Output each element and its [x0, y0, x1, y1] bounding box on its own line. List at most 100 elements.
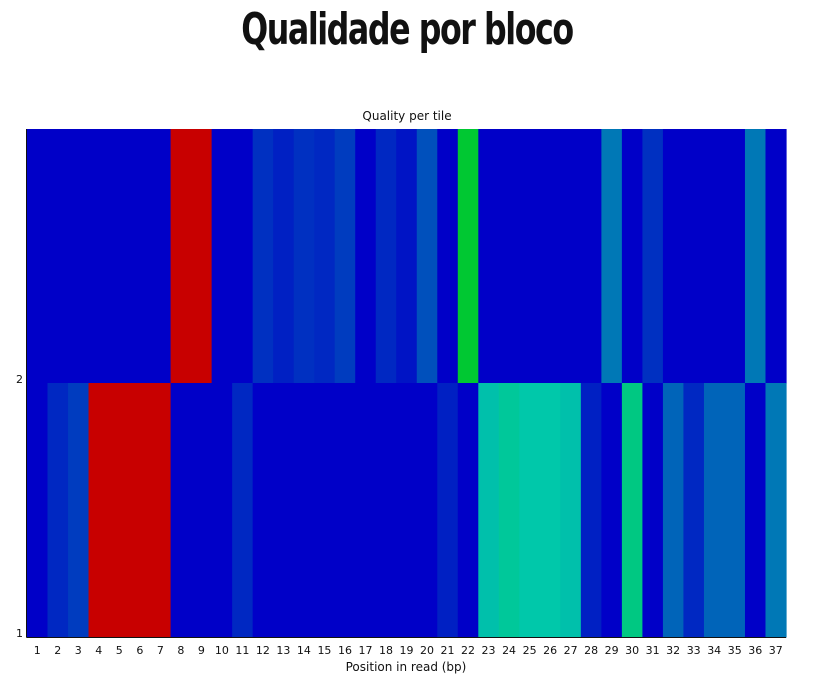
x-tick-label: 9 — [198, 644, 205, 657]
heatmap-cell — [703, 383, 726, 638]
heatmap-cell — [375, 129, 397, 384]
heatmap-cell — [703, 129, 726, 384]
heatmap-cell — [765, 129, 787, 384]
x-tick-label: 4 — [95, 644, 102, 657]
heatmap-cell — [273, 129, 295, 384]
heatmap-cell — [232, 383, 254, 638]
y-tick-label: 1 — [16, 627, 23, 640]
x-tick-label: 11 — [235, 644, 249, 657]
heatmap-cell — [662, 129, 685, 384]
x-tick-label: 30 — [625, 644, 639, 657]
heatmap-cell — [642, 129, 664, 384]
x-tick-label: 26 — [543, 644, 557, 657]
x-tick-label: 35 — [728, 644, 742, 657]
heatmap-cell — [416, 383, 438, 638]
heatmap-cell — [601, 129, 623, 384]
heatmap-cell — [683, 383, 705, 638]
x-tick-label: 29 — [605, 644, 619, 657]
x-tick-label: 10 — [215, 644, 229, 657]
heatmap-cell — [170, 129, 192, 384]
heatmap-cell — [416, 129, 438, 384]
heatmap-cell — [478, 129, 500, 384]
heatmap-cell — [252, 383, 274, 638]
x-tick-label: 18 — [379, 644, 393, 657]
heatmap-cell — [498, 129, 520, 384]
heatmap-cell — [621, 383, 643, 638]
heatmap-cell — [437, 129, 459, 384]
heatmap-cell — [662, 383, 685, 638]
heatmap-cell — [744, 383, 767, 638]
x-tick-label: 32 — [666, 644, 680, 657]
slide-title: Qualidade por bloco — [241, 4, 574, 55]
x-tick-label: 3 — [75, 644, 82, 657]
heatmap-cell — [191, 129, 213, 384]
heatmap-cell — [519, 129, 541, 384]
heatmap-cell — [498, 383, 520, 638]
heatmap-cell — [273, 383, 295, 638]
heatmap-cell — [744, 129, 767, 384]
x-tick-label: 27 — [564, 644, 578, 657]
heatmap-cell — [437, 383, 459, 638]
heatmap-cell — [334, 129, 356, 384]
heatmap-cell — [293, 383, 315, 638]
x-tick-label: 25 — [523, 644, 537, 657]
heatmap-cell — [252, 129, 274, 384]
heatmap-cell — [601, 383, 623, 638]
heatmap-cell — [355, 383, 377, 638]
heatmap-cell — [396, 129, 418, 384]
heatmap-cell — [129, 383, 151, 638]
heatmap-cell — [457, 383, 479, 638]
heatmap-cell — [150, 383, 172, 638]
heatmap-cell — [375, 383, 397, 638]
heatmap-cell — [88, 129, 110, 384]
heatmap-cell — [129, 129, 151, 384]
heatmap-cell — [560, 129, 582, 384]
heatmap-cell — [109, 383, 131, 638]
x-tick-label: 7 — [157, 644, 164, 657]
heatmap-cell — [191, 383, 213, 638]
heatmap-cell — [27, 383, 49, 638]
x-tick-label: 8 — [177, 644, 184, 657]
heatmap-cell — [355, 129, 377, 384]
heatmap-cell — [539, 383, 561, 638]
x-tick-label: 5 — [116, 644, 123, 657]
heatmap-cell — [539, 129, 561, 384]
heatmap-cell — [27, 129, 49, 384]
heatmap-cell — [47, 383, 69, 638]
x-tick-label: 20 — [420, 644, 434, 657]
x-tick-label: 17 — [358, 644, 372, 657]
x-axis-label: Position in read (bp) — [346, 660, 467, 674]
x-tick-label: 12 — [256, 644, 270, 657]
heatmap-cells — [27, 129, 787, 638]
heatmap-cell — [293, 129, 315, 384]
x-tick-label: 13 — [276, 644, 290, 657]
x-tick-label: 1 — [34, 644, 41, 657]
heatmap-cell — [478, 383, 500, 638]
heatmap-cell — [683, 129, 705, 384]
heatmap-cell — [211, 383, 233, 638]
heatmap-cell — [232, 129, 254, 384]
heatmap-cell — [580, 383, 602, 638]
heatmap-cell — [457, 129, 479, 384]
heatmap-cell — [314, 129, 336, 384]
heatmap-cell — [642, 383, 664, 638]
x-tick-label: 14 — [297, 644, 311, 657]
heatmap-cell — [560, 383, 582, 638]
x-tick-label: 31 — [646, 644, 660, 657]
heatmap-cell — [621, 129, 643, 384]
heatmap-cell — [47, 129, 69, 384]
heatmap-cell — [68, 383, 90, 638]
y-tick-label: 2 — [16, 373, 23, 386]
heatmap-cell — [109, 129, 131, 384]
heatmap-cell — [334, 383, 356, 638]
heatmap-cell — [68, 129, 90, 384]
x-tick-label: 16 — [338, 644, 352, 657]
heatmap-cell — [724, 129, 746, 384]
heatmap-cell — [314, 383, 336, 638]
axes: 1 2 3 4 5 6 7 8 9 10 11 12 13 14 15 16 17 18 19 20 21 22 23 24 2… — [16, 129, 786, 657]
heatmap-cell — [724, 383, 746, 638]
x-tick-label: 36 — [748, 644, 762, 657]
x-tick-label: 28 — [584, 644, 598, 657]
x-tick-label: 6 — [136, 644, 143, 657]
